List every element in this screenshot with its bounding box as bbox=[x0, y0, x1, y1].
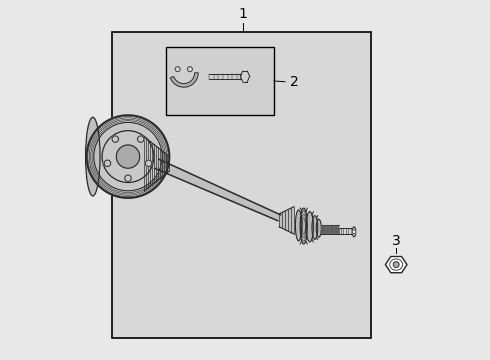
Polygon shape bbox=[279, 207, 294, 234]
Polygon shape bbox=[155, 159, 280, 221]
Polygon shape bbox=[170, 73, 198, 87]
Circle shape bbox=[112, 136, 119, 142]
Ellipse shape bbox=[300, 208, 307, 244]
Text: 3: 3 bbox=[392, 234, 401, 248]
Polygon shape bbox=[144, 137, 170, 191]
Bar bbox=[112, 32, 371, 338]
Circle shape bbox=[175, 67, 180, 72]
Circle shape bbox=[187, 67, 193, 72]
Ellipse shape bbox=[86, 117, 100, 196]
Circle shape bbox=[146, 160, 152, 167]
Bar bbox=[166, 47, 274, 115]
Circle shape bbox=[138, 136, 144, 142]
Text: 2: 2 bbox=[290, 75, 298, 89]
Polygon shape bbox=[320, 225, 339, 234]
Ellipse shape bbox=[306, 212, 314, 242]
Circle shape bbox=[116, 145, 140, 168]
Ellipse shape bbox=[352, 227, 356, 237]
Circle shape bbox=[393, 262, 399, 267]
Text: 1: 1 bbox=[239, 8, 247, 21]
Ellipse shape bbox=[295, 210, 302, 241]
Circle shape bbox=[104, 160, 111, 167]
Polygon shape bbox=[386, 256, 407, 273]
Ellipse shape bbox=[316, 219, 321, 237]
Circle shape bbox=[352, 230, 356, 234]
Circle shape bbox=[87, 115, 170, 198]
Ellipse shape bbox=[312, 216, 318, 239]
Circle shape bbox=[125, 175, 131, 181]
